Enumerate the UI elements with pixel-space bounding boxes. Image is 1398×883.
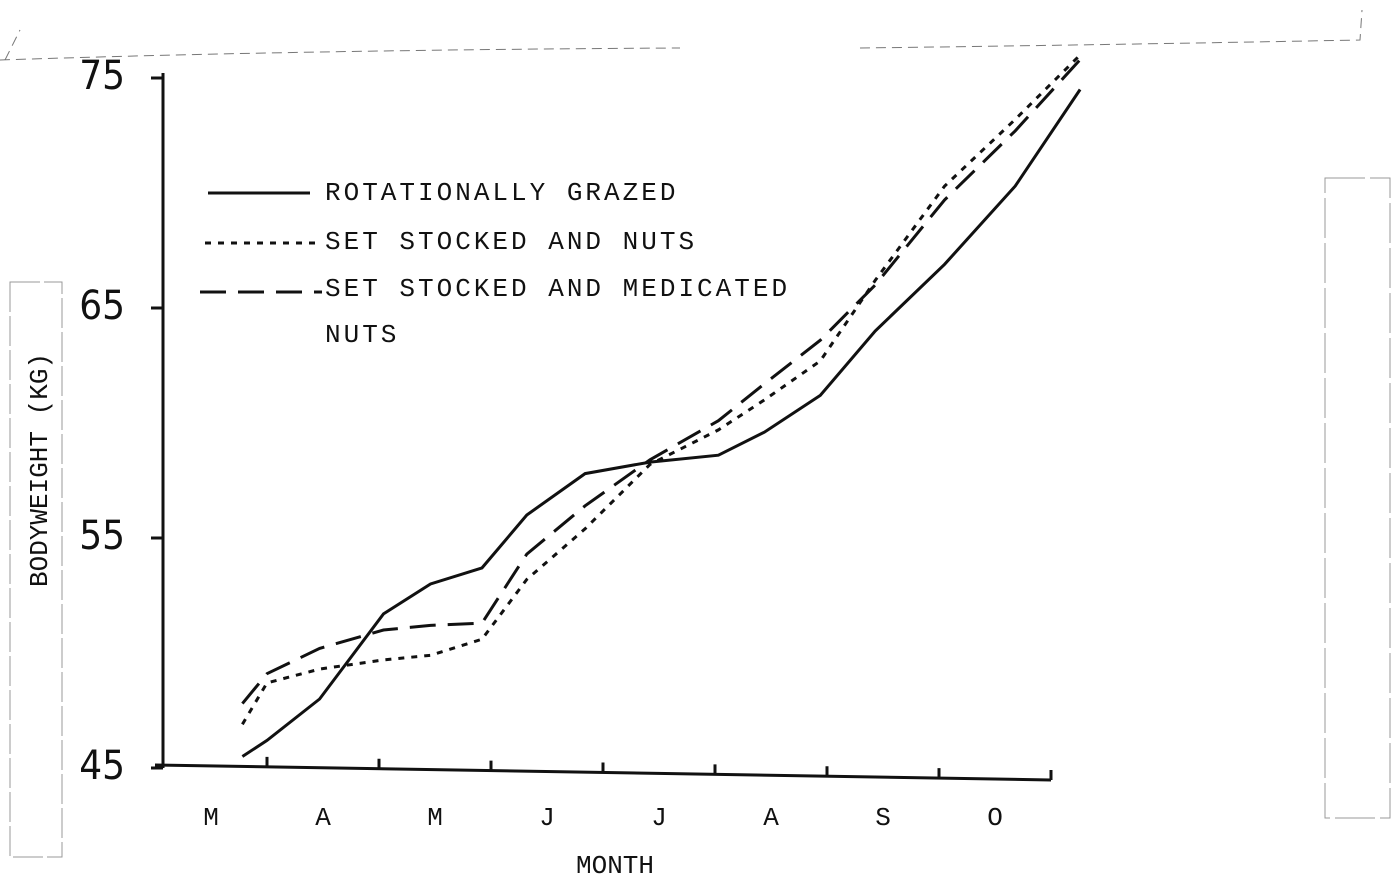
- legend-label: SET STOCKED AND NUTS: [325, 227, 698, 257]
- y-tick-label: 55: [79, 513, 125, 559]
- x-tick-label: A: [763, 803, 779, 833]
- legend-label: ROTATIONALLY GRAZED: [325, 178, 679, 208]
- y-tick-label: 75: [79, 53, 125, 99]
- scan-edge: [0, 9, 1363, 61]
- scan-edge: [1324, 177, 1391, 819]
- y-tick-label: 65: [79, 283, 125, 329]
- series-line: [241, 53, 1082, 726]
- x-axis-label: MONTH: [576, 851, 654, 881]
- series-line: [241, 58, 1082, 705]
- x-tick-label: M: [203, 803, 219, 833]
- y-tick-label: 45: [79, 743, 125, 789]
- x-tick-label: A: [315, 803, 331, 833]
- x-tick-label: J: [539, 803, 555, 833]
- x-tick-label: M: [427, 803, 443, 833]
- x-tick-label: J: [651, 803, 667, 833]
- series-line: [241, 88, 1082, 758]
- scan-edge: [9, 281, 63, 858]
- x-tick-label: O: [987, 803, 1003, 833]
- y-axis-label: BODYWEIGHT (KG): [25, 353, 55, 587]
- x-tick-label: S: [875, 803, 891, 833]
- legend-label: SET STOCKED AND MEDICATED NUTS: [325, 274, 791, 350]
